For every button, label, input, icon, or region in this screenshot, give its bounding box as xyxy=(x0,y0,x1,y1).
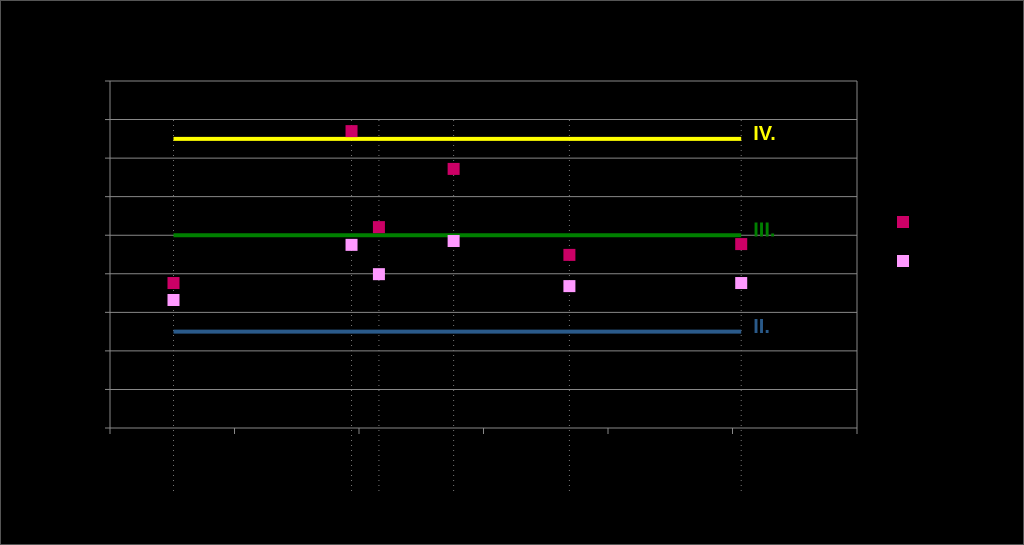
point xyxy=(345,238,358,251)
point xyxy=(563,248,576,261)
point xyxy=(447,235,460,248)
point xyxy=(735,277,748,290)
point xyxy=(563,280,576,293)
point xyxy=(372,268,385,281)
point xyxy=(167,293,180,306)
point xyxy=(447,162,460,175)
legend-marker xyxy=(897,255,909,267)
point xyxy=(345,125,358,138)
reference-label: II. xyxy=(753,316,770,338)
reference-label: III. xyxy=(753,220,775,242)
legend-marker xyxy=(897,216,909,228)
point xyxy=(372,221,385,234)
point xyxy=(735,238,748,251)
reference-label: IV. xyxy=(753,123,776,145)
point xyxy=(167,277,180,290)
